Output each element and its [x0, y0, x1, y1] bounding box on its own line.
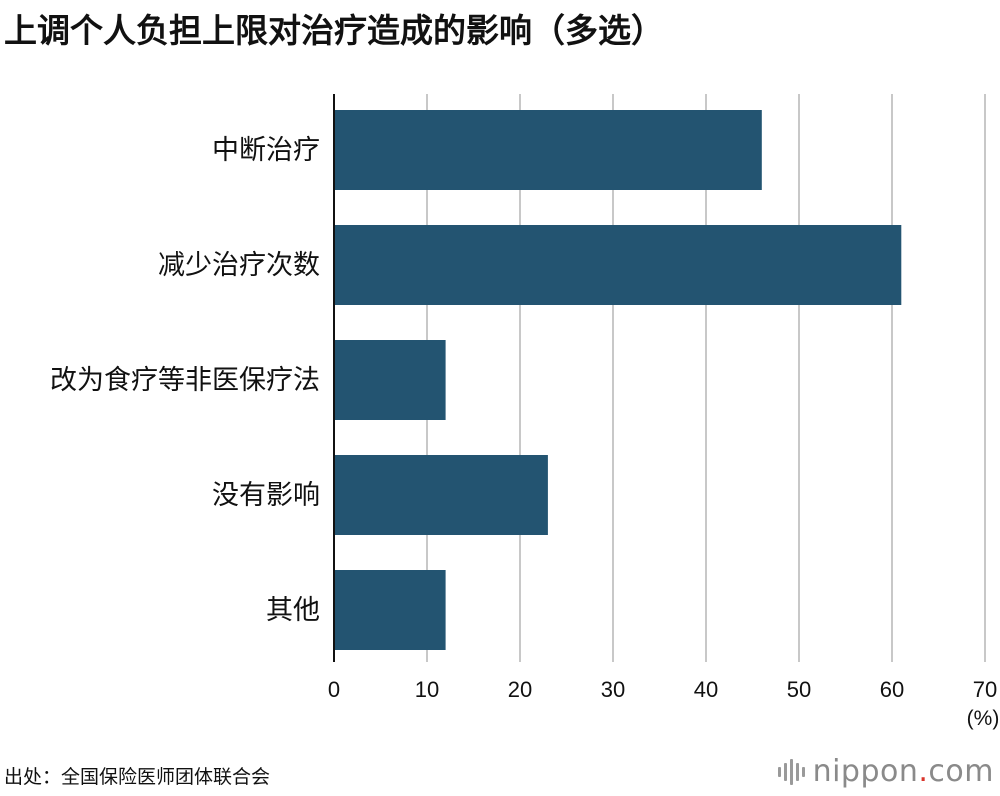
logo-main: nippon: [812, 754, 919, 789]
bar-5: [334, 570, 446, 650]
bar-1: [334, 110, 762, 190]
tick-label-20: 20: [508, 677, 532, 702]
bar-3: [334, 340, 446, 420]
unit-label: (%): [967, 707, 1000, 730]
tick-labels: 0 10 20 30 40 50 60 70 (%): [328, 677, 999, 730]
tick-label-50: 50: [787, 677, 811, 702]
sound-wave-icon: [777, 757, 805, 787]
category-label-4: 没有影响: [212, 480, 320, 511]
tick-label-10: 10: [415, 677, 439, 702]
category-label-3: 改为食疗等非医保疗法: [50, 365, 320, 396]
category-label-5: 其他: [266, 595, 320, 626]
logo-dot: .: [918, 754, 929, 789]
nippon-logo[interactable]: nippon.com: [777, 754, 994, 789]
bar-2: [334, 225, 902, 305]
tick-label-30: 30: [601, 677, 625, 702]
category-label-2: 减少治疗次数: [158, 250, 320, 281]
bar-4: [334, 455, 548, 535]
tick-label-40: 40: [694, 677, 718, 702]
tick-label-0: 0: [328, 677, 340, 702]
tick-label-60: 60: [880, 677, 904, 702]
bars: [334, 110, 902, 650]
category-label-1: 中断治疗: [212, 135, 320, 166]
logo-text: nippon.com: [813, 754, 994, 789]
tick-label-70: 70: [973, 677, 997, 702]
chart-title: 上调个人负担上限对治疗造成的影响（多选）: [4, 11, 664, 50]
source-note: 出处：全国保险医师团体联合会: [4, 766, 271, 788]
logo-tld: com: [928, 754, 994, 789]
